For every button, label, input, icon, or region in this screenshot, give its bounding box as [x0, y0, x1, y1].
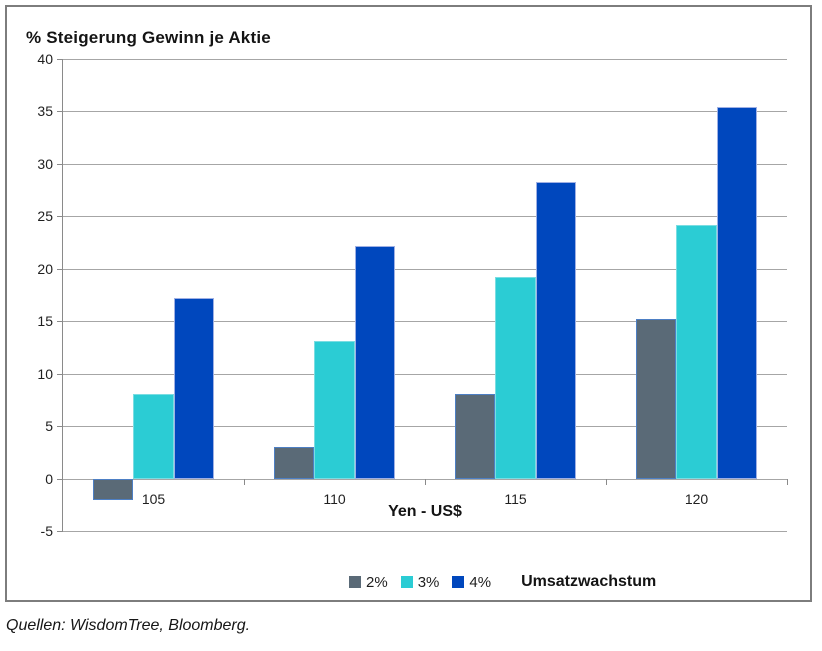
gridline-35	[63, 111, 787, 113]
legend-swatch-2pct	[349, 576, 361, 588]
chart-frame: % Steigerung Gewinn je Aktie Yen - US$ 4…	[5, 5, 812, 602]
y-tick-25	[57, 216, 63, 218]
bar-120-4pct	[716, 107, 757, 479]
x-tick-1	[244, 478, 245, 485]
plot-area: Yen - US$ 40 35 30 25 20 15 10 5 0 -5 105 110 115 120	[37, 51, 788, 539]
bar-120-2pct	[636, 319, 677, 479]
y-axis-label-40: 40	[37, 51, 53, 67]
gridline-30	[63, 163, 787, 165]
x-tick-2	[425, 478, 426, 485]
legend: 2% 3% 4% Umsatzwachstum	[349, 573, 656, 591]
legend-title: Umsatzwachstum	[521, 573, 657, 590]
legend-swatch-4pct	[452, 576, 465, 588]
y-tick-15	[57, 321, 63, 323]
x-axis-label-105: 105	[141, 490, 166, 507]
bar-105-4pct	[173, 298, 214, 479]
legend-item-2pct: 2%	[349, 574, 388, 591]
x-axis-label-110: 110	[323, 490, 346, 507]
y-axis-label-20: 20	[37, 260, 53, 277]
source-note: Quellen: WisdomTree, Bloomberg.	[6, 617, 251, 634]
y-axis-label-0: 0	[45, 470, 53, 487]
gridline-10	[63, 373, 787, 375]
bar-115-2pct	[455, 393, 496, 479]
y-axis-label--5: -5	[40, 523, 53, 539]
gridline-5	[63, 426, 787, 428]
y-tick-5	[57, 426, 63, 428]
x-axis-title: Yen - US$	[388, 502, 462, 520]
y-tick-10	[57, 373, 63, 375]
y-axis-label-5: 5	[45, 418, 53, 435]
y-tick-35	[57, 111, 63, 113]
legend-label: 4%	[469, 573, 492, 591]
y-tick-30	[57, 163, 63, 165]
bar-105-3pct	[133, 393, 174, 479]
gridline-15	[63, 321, 787, 323]
gridline-40	[63, 59, 787, 60]
y-axis-label-25: 25	[37, 208, 53, 225]
y-tick-40	[57, 59, 63, 60]
legend-label: 3%	[417, 573, 440, 591]
bar-110-4pct	[354, 245, 395, 479]
y-tick-0	[57, 478, 63, 480]
legend-item-4pct: 4%	[452, 574, 491, 591]
gridline--5	[63, 531, 787, 532]
legend-items: 2% 3% 4%	[349, 574, 491, 591]
y-axis-label-15: 15	[37, 313, 53, 330]
bar-115-4pct	[535, 181, 576, 479]
y-tick-20	[57, 268, 63, 270]
y-tick--5	[57, 531, 63, 532]
bar-120-3pct	[676, 224, 717, 479]
gridline-25	[63, 216, 787, 218]
x-axis-label-115: 115	[504, 490, 527, 507]
y-axis-label-35: 35	[37, 103, 53, 120]
x-axis-label-120: 120	[684, 490, 709, 507]
gridline-20	[63, 268, 787, 270]
legend-item-3pct: 3%	[400, 573, 440, 591]
bar-110-2pct	[274, 447, 315, 479]
legend-swatch-3pct	[400, 576, 413, 588]
bar-105-2pct	[93, 478, 134, 500]
bar-110-3pct	[314, 341, 355, 479]
bar-115-3pct	[495, 277, 536, 479]
x-tick-4	[787, 478, 788, 485]
x-tick-3	[606, 478, 607, 485]
legend-label: 2%	[366, 573, 388, 591]
y-axis-label-30: 30	[37, 155, 53, 172]
y-axis-label-10: 10	[37, 365, 53, 382]
chart-title: % Steigerung Gewinn je Aktie	[26, 28, 271, 47]
